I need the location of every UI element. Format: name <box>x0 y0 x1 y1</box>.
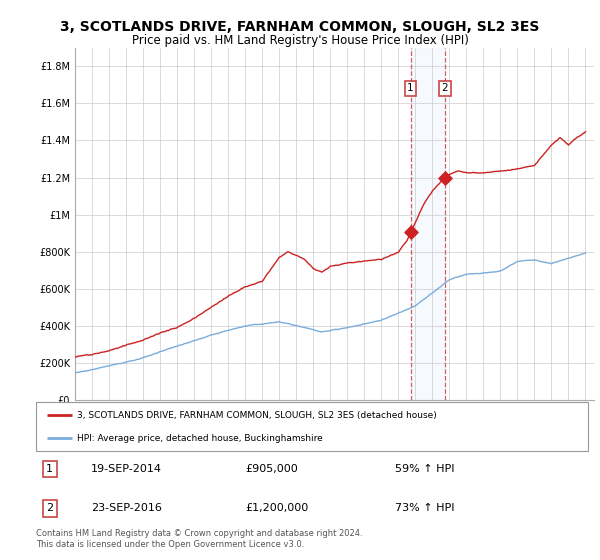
Text: HPI: Average price, detached house, Buckinghamshire: HPI: Average price, detached house, Buck… <box>77 434 323 443</box>
Text: 1: 1 <box>407 83 414 94</box>
Text: 3, SCOTLANDS DRIVE, FARNHAM COMMON, SLOUGH, SL2 3ES (detached house): 3, SCOTLANDS DRIVE, FARNHAM COMMON, SLOU… <box>77 411 437 420</box>
Text: £1,200,000: £1,200,000 <box>246 503 309 513</box>
Point <box>440 173 449 182</box>
Text: 2: 2 <box>441 83 448 94</box>
Text: Price paid vs. HM Land Registry's House Price Index (HPI): Price paid vs. HM Land Registry's House … <box>131 34 469 46</box>
Text: 1: 1 <box>46 464 53 474</box>
Text: Contains HM Land Registry data © Crown copyright and database right 2024.
This d: Contains HM Land Registry data © Crown c… <box>36 529 362 549</box>
Point <box>406 228 415 237</box>
Text: 59% ↑ HPI: 59% ↑ HPI <box>395 464 454 474</box>
Text: 23-SEP-2016: 23-SEP-2016 <box>91 503 162 513</box>
Bar <box>410 48 445 400</box>
Text: £905,000: £905,000 <box>246 464 299 474</box>
Text: 73% ↑ HPI: 73% ↑ HPI <box>395 503 454 513</box>
Text: 2: 2 <box>46 503 53 513</box>
Text: 19-SEP-2014: 19-SEP-2014 <box>91 464 162 474</box>
Text: 3, SCOTLANDS DRIVE, FARNHAM COMMON, SLOUGH, SL2 3ES: 3, SCOTLANDS DRIVE, FARNHAM COMMON, SLOU… <box>61 20 539 34</box>
FancyBboxPatch shape <box>36 402 588 451</box>
